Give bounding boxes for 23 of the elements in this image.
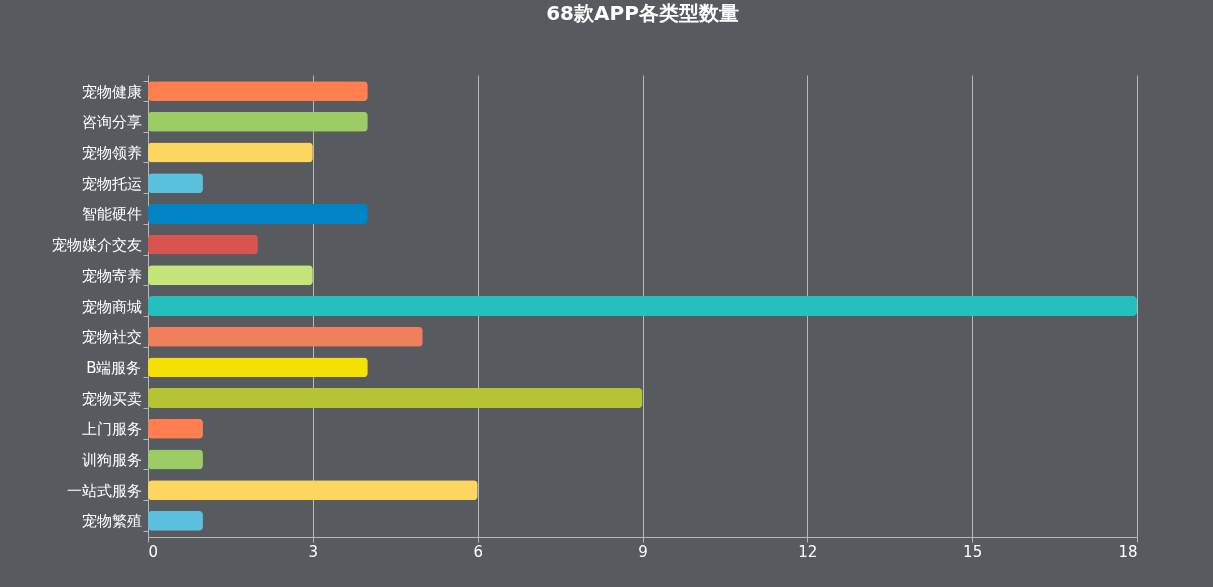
- x-tick-label: 15: [963, 542, 983, 561]
- y-tick-label: 上门服务: [81, 420, 142, 439]
- y-tick-label: 宠物健康: [81, 82, 142, 101]
- y-tick-label: 智能硬件: [81, 205, 142, 224]
- x-tick-label: 6: [473, 542, 483, 561]
- x-tick-label: 9: [638, 542, 648, 561]
- x-tick-label: 3: [308, 542, 319, 561]
- y-tick-label: 宠物媒介交友: [51, 236, 142, 255]
- y-tick-label: 训狗服务: [81, 450, 142, 469]
- chart-title: 68款APP各类型数量: [546, 1, 739, 25]
- x-tick-label: 18: [1118, 542, 1138, 561]
- x-tick-label: 0: [148, 542, 159, 561]
- y-tick-label: 宠物社交: [81, 328, 142, 347]
- y-tick-label: 一站式服务: [66, 481, 142, 500]
- y-tick-label: 宠物托运: [81, 174, 142, 193]
- x-tick-label: 12: [798, 542, 818, 561]
- y-tick-label: 宠物买卖: [81, 389, 142, 408]
- y-tick-label: 咨询分享: [81, 113, 142, 132]
- y-tick-label: 宠物寄养: [81, 266, 142, 285]
- y-tick-label: 宠物商城: [81, 297, 142, 316]
- y-tick-label: 宠物领养: [81, 144, 142, 163]
- y-tick-label: B端服务: [86, 358, 142, 377]
- y-tick-label: 宠物繁殖: [81, 512, 142, 531]
